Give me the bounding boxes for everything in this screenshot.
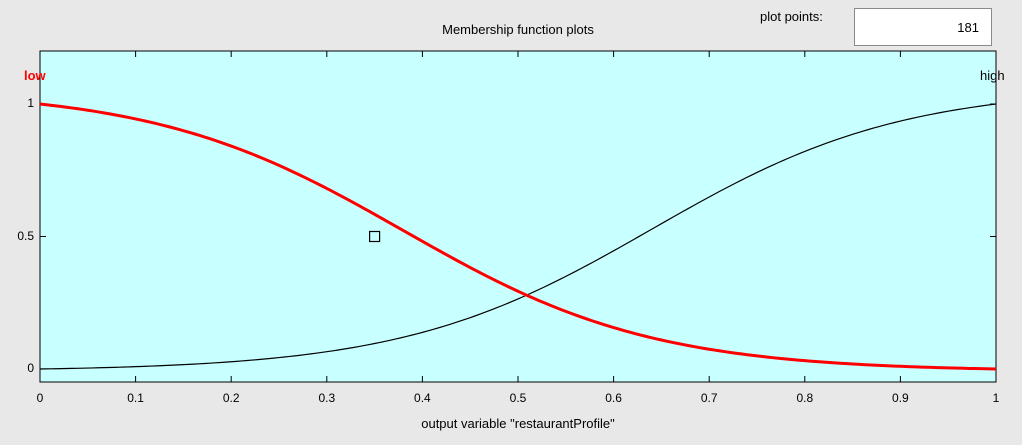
x-axis-label: output variable "restaurantProfile" <box>421 416 615 431</box>
x-tick-label: 0 <box>36 391 44 405</box>
y-tick-label: 0.5 <box>17 228 34 243</box>
x-tick-label: 1 <box>992 391 1000 405</box>
mf-selection-marker[interactable] <box>369 230 381 243</box>
mf-label-low[interactable]: low <box>24 68 46 83</box>
x-tick-label: 0.7 <box>700 391 718 405</box>
mf-curve-low[interactable] <box>39 102 997 371</box>
axis-ticks <box>39 51 997 382</box>
x-tick-label: 0.3 <box>318 391 336 405</box>
x-tick-label: 0.5 <box>509 391 527 405</box>
x-tick-label: 0.8 <box>796 391 814 405</box>
x-tick-label: 0.6 <box>605 391 622 405</box>
x-tick-label: 0.4 <box>414 391 431 405</box>
plot-area[interactable] <box>39 50 997 383</box>
y-tick-label: 0 <box>27 361 34 375</box>
plot-points-input[interactable] <box>854 8 992 46</box>
x-tick-label: 0.2 <box>222 391 240 405</box>
mf-label-high[interactable]: high <box>980 68 1005 83</box>
y-tick-label: 1 <box>27 96 34 110</box>
x-tick-label: 0.1 <box>127 391 144 405</box>
plot-points-label: plot points: <box>760 9 823 24</box>
plot-title: Membership function plots <box>442 22 594 37</box>
x-tick-label: 0.9 <box>892 391 909 405</box>
mf-curve-high[interactable] <box>39 103 997 370</box>
